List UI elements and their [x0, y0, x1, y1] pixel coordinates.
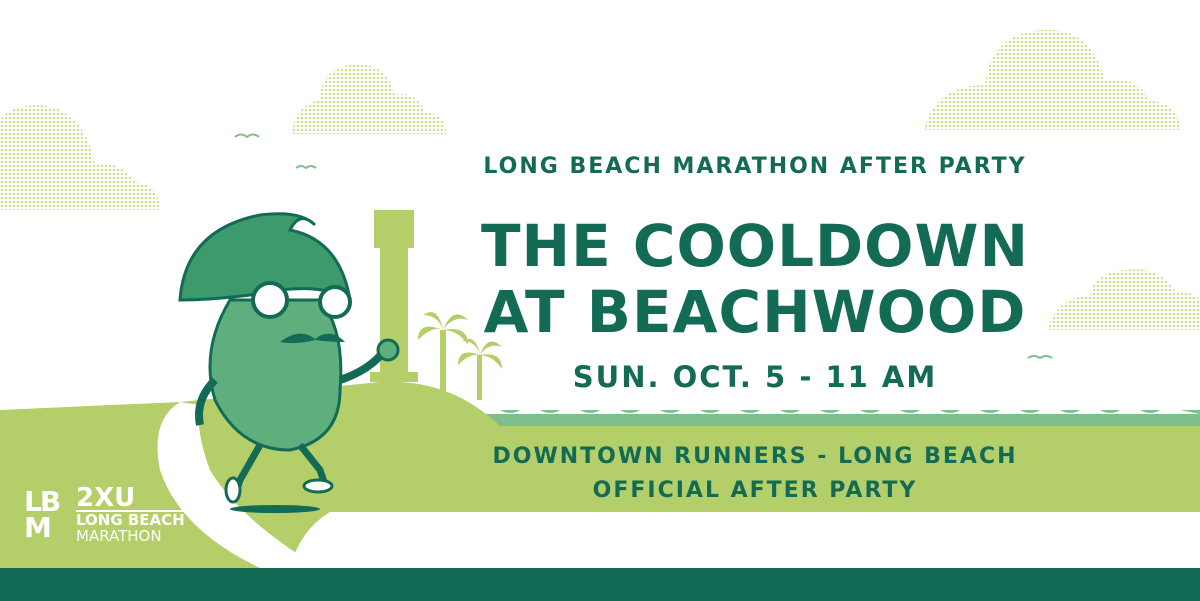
bird-icon	[234, 133, 1053, 360]
footer-band	[0, 568, 1200, 601]
event-kicker: LONG BEACH MARATHON AFTER PARTY	[483, 154, 1027, 179]
cloud-icon	[0, 29, 1200, 330]
running-path	[157, 402, 320, 568]
mascot-character	[178, 212, 400, 513]
logo-line2: MARATHON	[76, 527, 162, 545]
event-host-line1: DOWNTOWN RUNNERS - LONG BEACH	[492, 444, 1018, 469]
event-title-line1: THE COOLDOWN	[480, 212, 1030, 280]
event-datetime: SUN. OCT. 5 - 11 AM	[572, 360, 938, 394]
logo-mark: LB M	[24, 485, 61, 544]
marathon-logo: LB M 2XU LONG BEACH MARATHON	[24, 485, 185, 545]
logo-brand: 2XU	[76, 485, 185, 512]
event-title-line2: AT BEACHWOOD	[483, 278, 1027, 346]
logo-line1: LONG BEACH	[76, 511, 185, 529]
event-host-line2: OFFICIAL AFTER PARTY	[592, 478, 918, 503]
palm-tree-icon	[418, 312, 502, 400]
